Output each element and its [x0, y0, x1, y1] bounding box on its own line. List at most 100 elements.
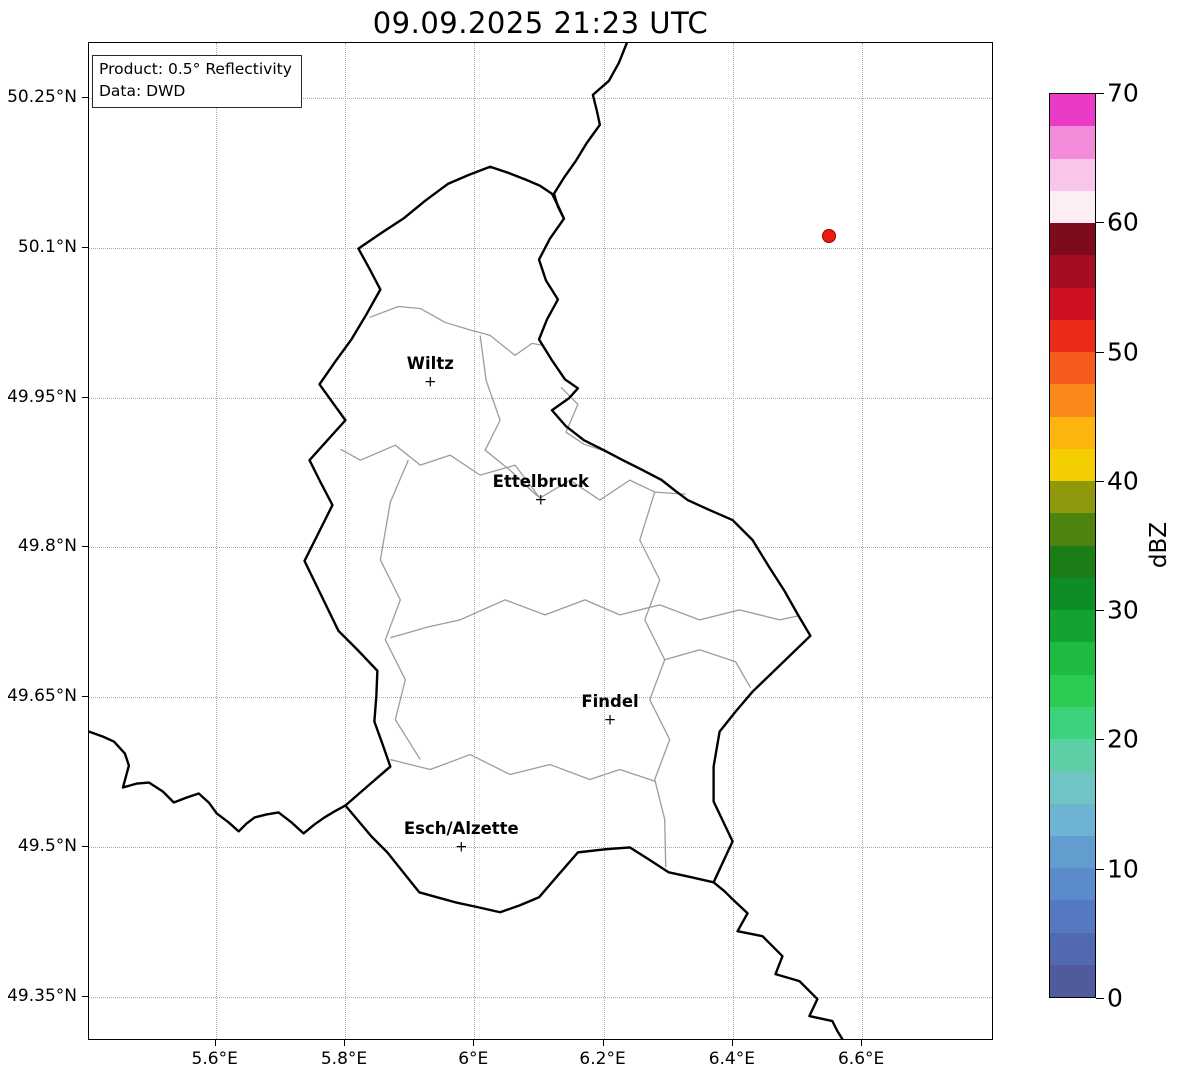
colorbar-band — [1050, 868, 1095, 901]
lon-tick-label: 5.8°E — [320, 1049, 368, 1069]
france-belgium-border-path — [89, 730, 347, 835]
gridline-longitude — [215, 43, 217, 1039]
city-label: Wiltz — [406, 353, 454, 373]
colorbar-tick-mark — [1096, 998, 1104, 999]
colorbar-band — [1050, 900, 1095, 933]
colorbar-tick-label: 60 — [1107, 207, 1139, 237]
colorbar-tick-mark — [1096, 480, 1104, 482]
lat-tick-mark — [82, 996, 88, 998]
map-plot: + Wiltz + Ettelbruck + Findel + Esch/Alzette Pr… — [88, 42, 993, 1040]
lat-tick-label: 49.5°N — [17, 836, 77, 857]
colorbar-band — [1050, 964, 1095, 997]
colorbar-band — [1050, 223, 1095, 256]
lon-tick-mark — [343, 1040, 345, 1046]
colorbar-band — [1050, 190, 1095, 223]
belgium-germany-border-path — [552, 43, 629, 220]
gridline-latitude — [89, 697, 992, 699]
gridline-latitude — [89, 547, 992, 549]
lat-tick-mark — [82, 396, 88, 398]
gridline-longitude — [344, 43, 346, 1039]
lon-tick-label: 6.6°E — [837, 1049, 885, 1069]
lat-tick-mark — [82, 246, 88, 248]
radar-echo-dot — [821, 228, 836, 243]
city-label: Ettelbruck — [492, 471, 590, 491]
lat-tick-mark — [82, 846, 88, 848]
colorbar-band — [1050, 739, 1095, 772]
colorbar-band — [1050, 94, 1095, 127]
colorbar-band — [1050, 545, 1095, 578]
lon-tick-label: 6.2°E — [579, 1049, 626, 1069]
gridline-longitude — [474, 43, 476, 1039]
lat-tick-label: 49.95°N — [7, 386, 77, 407]
colorbar-band — [1050, 158, 1095, 191]
gridline-longitude — [732, 43, 734, 1039]
lat-tick-mark — [82, 696, 88, 698]
lat-tick-mark — [82, 96, 88, 98]
lon-tick-mark — [731, 1040, 733, 1046]
city-and-echo-layer: + Wiltz + Ettelbruck + Findel + Esch/Alzette — [89, 43, 992, 1039]
colorbar-band — [1050, 319, 1095, 352]
colorbar-band — [1050, 803, 1095, 836]
map-borders-layer — [89, 43, 844, 1039]
colorbar-band — [1050, 642, 1095, 675]
lat-tick-label: 49.8°N — [17, 536, 77, 557]
lat-tick-label: 49.65°N — [7, 686, 77, 707]
lon-tick-label: 6.4°E — [708, 1049, 755, 1069]
colorbar-band — [1050, 416, 1095, 449]
colorbar-band — [1050, 577, 1095, 610]
figure-title: 09.09.2025 21:23 UTC — [372, 6, 709, 40]
colorbar-tick-label: 50 — [1107, 337, 1139, 367]
legend-box: Product: 0.5° Reflectivity Data: DWD — [92, 55, 302, 109]
colorbar-tick-label: 10 — [1107, 854, 1139, 884]
gridline-longitude — [862, 43, 864, 1039]
lat-tick-label: 50.1°N — [17, 236, 77, 257]
canton-borders-path — [340, 305, 799, 868]
gridlines-layer — [89, 43, 992, 1039]
longitude-axis: 5.6°E 5.8°E 6°E 6.2°E 6.4°E 6.6°E — [88, 1040, 993, 1080]
colorbar-band — [1050, 610, 1095, 643]
colorbar-band — [1050, 513, 1095, 546]
gridline-latitude — [89, 247, 992, 249]
city-marker-icon: + — [603, 710, 617, 729]
lon-tick-label: 6°E — [458, 1049, 489, 1069]
gridline-latitude — [89, 997, 992, 999]
colorbar-tick-mark — [1096, 222, 1104, 224]
colorbar-band — [1050, 771, 1095, 804]
lon-tick-label: 5.6°E — [191, 1049, 238, 1069]
lon-tick-mark — [214, 1040, 216, 1046]
germany-france-border-path — [712, 881, 844, 1039]
city-marker-icon: + — [455, 837, 468, 856]
gridline-latitude — [89, 397, 992, 399]
colorbar-tick-label: 20 — [1107, 724, 1139, 754]
colorbar-tick-mark — [1096, 610, 1104, 612]
colorbar-band — [1050, 352, 1095, 385]
colorbar-tick-mark — [1096, 93, 1104, 94]
colorbar-band — [1050, 255, 1095, 288]
colorbar-tick-mark — [1096, 351, 1104, 353]
colorbar-tick-mark — [1096, 739, 1104, 741]
colorbar-band — [1050, 287, 1095, 320]
legend-product-line: Product: 0.5° Reflectivity — [99, 60, 292, 78]
colorbar-band — [1050, 481, 1095, 514]
gridline-latitude — [89, 847, 992, 849]
latitude-axis: 50.25°N 50.1°N 49.95°N 49.8°N 49.65°N 49.5°N 4… — [0, 42, 88, 1040]
lon-tick-mark — [473, 1040, 475, 1046]
city-label: Findel — [581, 692, 639, 712]
colorbar-unit-label: dBZ — [1146, 521, 1172, 569]
colorbar-band — [1050, 835, 1095, 868]
colorbar — [1049, 93, 1096, 998]
city-marker-icon: + — [424, 372, 437, 391]
colorbar-tick-label: 30 — [1107, 595, 1139, 625]
colorbar-band — [1050, 706, 1095, 739]
colorbar-tick-label: 40 — [1107, 466, 1139, 496]
colorbar-tick-label: 0 — [1107, 983, 1123, 1013]
lat-tick-label: 50.25°N — [7, 86, 77, 107]
colorbar-band — [1050, 932, 1095, 965]
colorbar-tick-mark — [1096, 868, 1104, 870]
colorbar-band — [1050, 674, 1095, 707]
lat-tick-label: 49.35°N — [7, 986, 77, 1007]
lon-tick-mark — [861, 1040, 863, 1046]
lat-tick-mark — [82, 546, 88, 548]
gridline-longitude — [603, 43, 605, 1039]
